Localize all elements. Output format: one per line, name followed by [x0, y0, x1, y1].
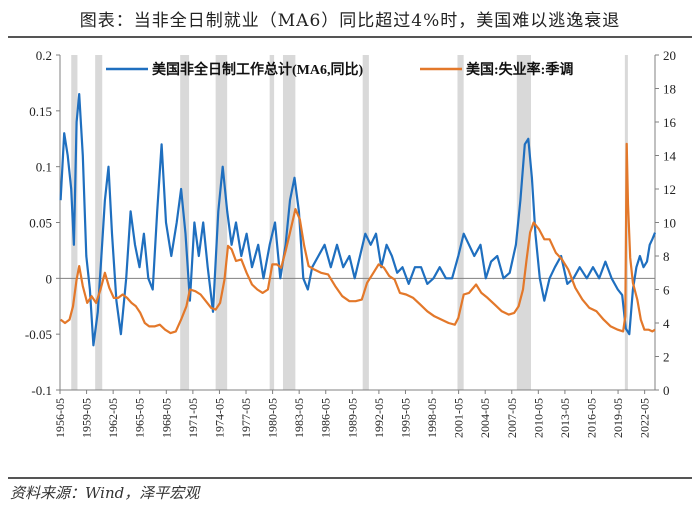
x-tick-label: 2022-05: [638, 398, 652, 438]
x-tick-label: 1959-05: [80, 398, 94, 438]
right-tick-label: 10: [663, 216, 676, 231]
x-tick-label: 1995-05: [398, 398, 412, 438]
recession-band: [362, 55, 369, 390]
x-tick-label: 2001-05: [452, 398, 466, 438]
recession-bands: [71, 55, 628, 390]
part-time-series-line: [59, 93, 657, 347]
x-tick-label: 2010-05: [531, 398, 545, 438]
x-tick-label: 2019-05: [611, 398, 625, 438]
right-tick-label: 2: [663, 350, 670, 365]
title-rule: [8, 36, 692, 38]
left-tick-label: 0.1: [36, 160, 52, 175]
x-tick-label: 1986-05: [319, 398, 333, 438]
left-tick-label: 0.05: [29, 216, 52, 231]
left-tick-label: -0.1: [31, 383, 52, 398]
x-tick-label: 2013-05: [558, 398, 572, 438]
x-tick-label: 1980-05: [266, 398, 280, 438]
left-tick-label: -0.05: [25, 327, 52, 342]
x-tick-label: 1977-05: [239, 398, 253, 438]
right-tick-label: 4: [663, 316, 670, 331]
x-tick-label: 1989-05: [345, 398, 359, 438]
x-tick-label: 2007-05: [505, 398, 519, 438]
recession-band: [269, 55, 275, 390]
x-tick-label: 1992-05: [372, 398, 386, 438]
recession-band: [282, 55, 296, 390]
right-tick-label: 16: [663, 115, 677, 130]
left-tick-label: 0: [46, 271, 53, 286]
source-note: 资料来源：Wind，泽平宏观: [10, 484, 200, 502]
axes: -0.1 -0.05 0 0.05 0.1 0.15 0.2 0 2 4 6 8 10 12 14 16 18 2…: [25, 48, 677, 438]
recession-band: [215, 55, 228, 390]
chart: -0.1 -0.05 0 0.05 0.1 0.15 0.2 0 2 4 6 8 10 12 14 16 18 2…: [25, 48, 677, 438]
right-tick-label: 0: [663, 383, 670, 398]
legend: 美国非全日制工作总计(MA6,同比) 美国:失业率:季调: [106, 61, 573, 78]
x-tick-label: 1962-05: [106, 398, 120, 438]
right-tick-label: 12: [663, 182, 676, 197]
x-tick-label: 2016-05: [584, 398, 598, 438]
page-title: 图表：当非全日制就业（MA6）同比超过4%时，美国难以逃逸衰退: [79, 11, 621, 31]
recession-band: [457, 55, 464, 390]
left-tick-label: 0.15: [29, 104, 52, 119]
x-tick-label: 1974-05: [212, 398, 226, 438]
x-tick-label: 1968-05: [159, 398, 173, 438]
series-lines: [59, 93, 657, 347]
x-tick-label: 1983-05: [292, 398, 306, 438]
legend-label-unemployment: 美国:失业率:季调: [466, 61, 573, 78]
right-tick-label: 18: [663, 82, 676, 97]
recession-band: [95, 55, 103, 390]
right-tick-label: 6: [663, 283, 670, 298]
right-tick-label: 20: [663, 48, 676, 63]
x-tick-label: 1965-05: [133, 398, 147, 438]
unemployment-series-line: [59, 142, 656, 335]
right-tick-label: 14: [663, 149, 677, 164]
legend-label-part-time: 美国非全日制工作总计(MA6,同比): [152, 61, 363, 78]
x-tick-label: 1998-05: [425, 398, 439, 438]
x-tick-label: 2004-05: [478, 398, 492, 438]
x-tick-label: 1971-05: [186, 398, 200, 438]
footer-rule: [8, 477, 692, 479]
left-tick-label: 0.2: [36, 48, 52, 63]
right-tick-label: 8: [663, 249, 670, 264]
x-tick-label: 1956-05: [53, 398, 67, 438]
